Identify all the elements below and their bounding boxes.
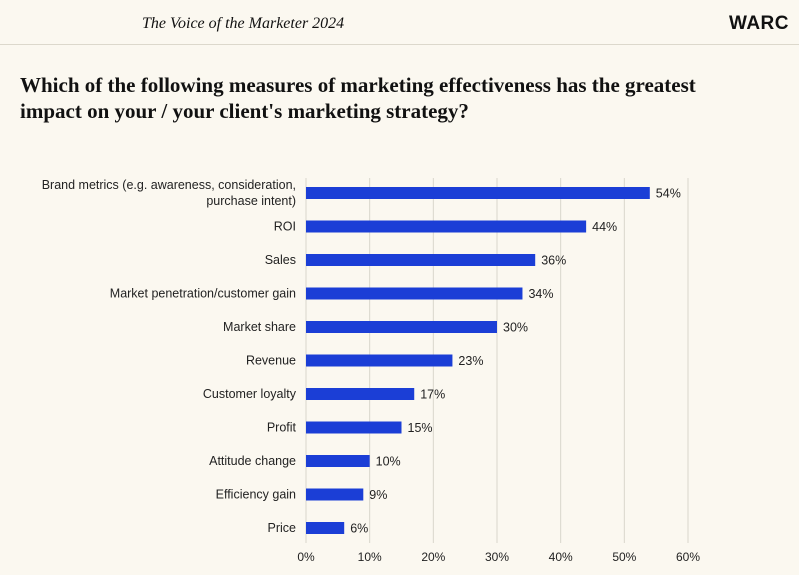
value-label: 30%: [503, 321, 528, 335]
value-label: 15%: [408, 421, 433, 435]
chart-question-title: Which of the following measures of marke…: [20, 73, 696, 123]
category-label: Brand metrics (e.g. awareness, considera…: [42, 178, 296, 192]
x-tick-label: 30%: [485, 550, 509, 564]
warc-logo: WARC: [728, 13, 789, 34]
bar: [306, 455, 370, 467]
bar: [306, 287, 523, 300]
x-tick-label: 20%: [421, 550, 445, 564]
value-label: 23%: [458, 354, 483, 368]
category-label: Price: [268, 521, 297, 535]
category-label: ROI: [274, 220, 296, 234]
category-label: Efficiency gain: [216, 488, 296, 502]
value-label: 10%: [376, 455, 401, 469]
category-label: Revenue: [246, 354, 296, 368]
value-label: 34%: [528, 287, 553, 301]
value-label: 44%: [592, 220, 617, 234]
bar: [306, 421, 402, 434]
bar: [306, 354, 453, 367]
value-label: 17%: [420, 388, 445, 402]
value-label: 9%: [369, 488, 387, 502]
x-tick-label: 60%: [676, 550, 700, 564]
bar: [306, 220, 587, 233]
bar: [306, 488, 364, 501]
category-label: Market share: [223, 320, 296, 334]
category-label: Customer loyalty: [203, 387, 297, 401]
x-tick-label: 50%: [612, 550, 636, 564]
category-label: Sales: [265, 253, 296, 267]
category-label: Attitude change: [209, 454, 296, 468]
bar: [306, 187, 650, 199]
x-tick-label: 10%: [358, 550, 382, 564]
value-label: 36%: [541, 254, 566, 268]
bar: [306, 321, 497, 333]
header: The Voice of the Marketer 2024 WARC: [0, 0, 799, 45]
category-label: Market penetration/customer gain: [110, 287, 296, 301]
publication-title: The Voice of the Marketer 2024: [142, 15, 345, 32]
bar: [306, 388, 415, 400]
bar: [306, 522, 345, 534]
x-tick-label: 40%: [549, 550, 573, 564]
category-label: Profit: [267, 421, 297, 435]
value-label: 6%: [350, 522, 368, 536]
category-label: purchase intent): [206, 194, 296, 208]
value-label: 54%: [656, 187, 681, 201]
x-tick-label: 0%: [297, 550, 315, 564]
bar: [306, 254, 536, 266]
